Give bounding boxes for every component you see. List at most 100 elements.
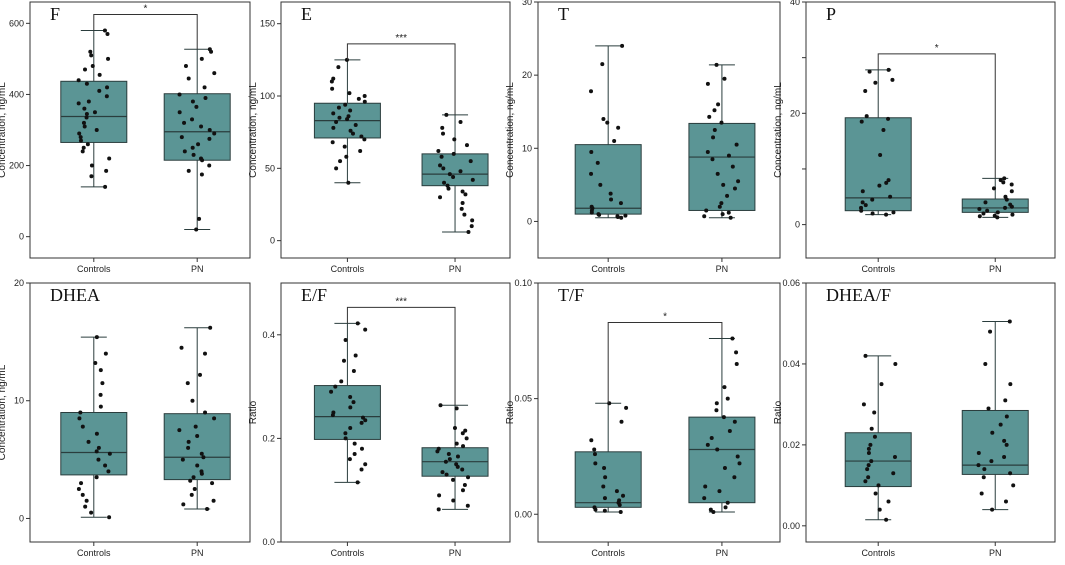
data-point — [348, 405, 353, 410]
data-point — [202, 351, 207, 356]
data-point — [891, 210, 896, 215]
data-point — [436, 148, 441, 153]
data-point — [1008, 471, 1013, 476]
data-point — [329, 389, 334, 394]
data-point — [203, 410, 208, 415]
data-point — [363, 418, 368, 423]
data-point — [90, 64, 95, 68]
data-point — [343, 431, 348, 436]
data-point — [593, 461, 598, 466]
box-controls — [574, 144, 642, 215]
y-tick-label: 0.04 — [782, 359, 800, 369]
y-tick-label: 0.05 — [514, 394, 532, 404]
data-point — [1009, 189, 1014, 194]
y-tick-label: 0.2 — [262, 433, 275, 443]
panel-title: E — [301, 4, 312, 24]
plot-frame — [805, 282, 1056, 543]
data-point — [589, 171, 594, 176]
panel-t-f: 0.00 0.05 0.10 Ratio T/F Controls PN * — [505, 278, 781, 558]
y-axis-label: Concentration, ng/mL — [0, 364, 8, 460]
data-point — [468, 159, 473, 164]
data-point — [93, 361, 98, 366]
data-point — [199, 172, 204, 177]
data-point — [188, 478, 193, 483]
data-point — [446, 451, 451, 456]
y-tick-label: 10 — [14, 396, 24, 406]
data-point — [78, 138, 83, 143]
category-label: PN — [191, 264, 204, 274]
data-point — [82, 124, 87, 129]
data-point — [76, 78, 81, 83]
data-point — [989, 459, 994, 464]
data-point — [721, 415, 726, 420]
data-point — [1008, 382, 1013, 387]
data-point — [85, 142, 90, 147]
data-point — [714, 62, 719, 67]
data-point — [455, 464, 460, 469]
data-point — [886, 116, 891, 121]
y-tick-label: 0.00 — [514, 509, 532, 519]
data-point — [359, 467, 364, 472]
box-controls — [313, 385, 381, 440]
panel-f: 0 200 400 600 Concentration, ng/mL F Controls P… — [0, 1, 251, 274]
plot-frame — [280, 282, 511, 543]
y-tick-label: 50 — [265, 163, 275, 173]
data-point — [865, 467, 870, 472]
data-point — [334, 166, 339, 171]
data-point — [200, 158, 205, 163]
data-point — [192, 487, 197, 492]
data-point — [345, 117, 350, 122]
panel-p: 0 20 40 Concentration, ng/mL P Controls PN * — [773, 0, 1056, 274]
data-point — [605, 120, 610, 125]
data-point — [609, 197, 614, 202]
data-point — [337, 115, 342, 120]
y-tick-label: 150 — [260, 19, 275, 29]
data-point — [1002, 438, 1007, 443]
data-point — [333, 384, 338, 389]
data-point — [466, 229, 471, 234]
data-point — [438, 195, 443, 200]
significance-bracket — [607, 322, 723, 404]
data-point — [702, 496, 707, 501]
data-point — [352, 441, 357, 446]
data-point — [620, 43, 625, 48]
category-label: Controls — [77, 548, 111, 558]
data-point — [82, 67, 87, 72]
data-point — [708, 507, 713, 512]
data-point — [462, 212, 467, 217]
data-point — [702, 214, 707, 219]
data-point — [348, 394, 353, 399]
category-label: Controls — [861, 548, 895, 558]
data-point — [1004, 197, 1009, 202]
data-point — [84, 81, 89, 86]
data-point — [703, 484, 708, 489]
data-point — [103, 351, 108, 356]
data-point — [1009, 204, 1014, 209]
data-point — [977, 207, 982, 212]
data-point — [351, 369, 356, 374]
data-point — [330, 413, 335, 418]
y-axis-label: Concentration, ng/mL — [773, 82, 784, 178]
data-point — [715, 447, 720, 452]
data-point — [80, 424, 85, 429]
data-point — [212, 71, 217, 76]
data-point — [94, 475, 99, 480]
data-point — [78, 410, 83, 415]
data-point — [886, 499, 891, 504]
significance-bracket — [346, 43, 456, 115]
data-point — [190, 145, 195, 150]
data-point — [193, 424, 198, 429]
data-point — [355, 321, 360, 326]
data-point — [884, 517, 889, 522]
category-label: PN — [716, 548, 729, 558]
y-tick-label: 0 — [795, 220, 800, 230]
y-tick-label: 20 — [522, 70, 532, 80]
box-controls — [60, 412, 128, 476]
data-point — [991, 186, 996, 191]
data-point — [76, 487, 81, 492]
data-point — [735, 454, 740, 459]
data-point — [444, 112, 449, 117]
data-point — [360, 415, 365, 420]
data-point — [866, 475, 871, 480]
data-point — [1002, 455, 1007, 460]
